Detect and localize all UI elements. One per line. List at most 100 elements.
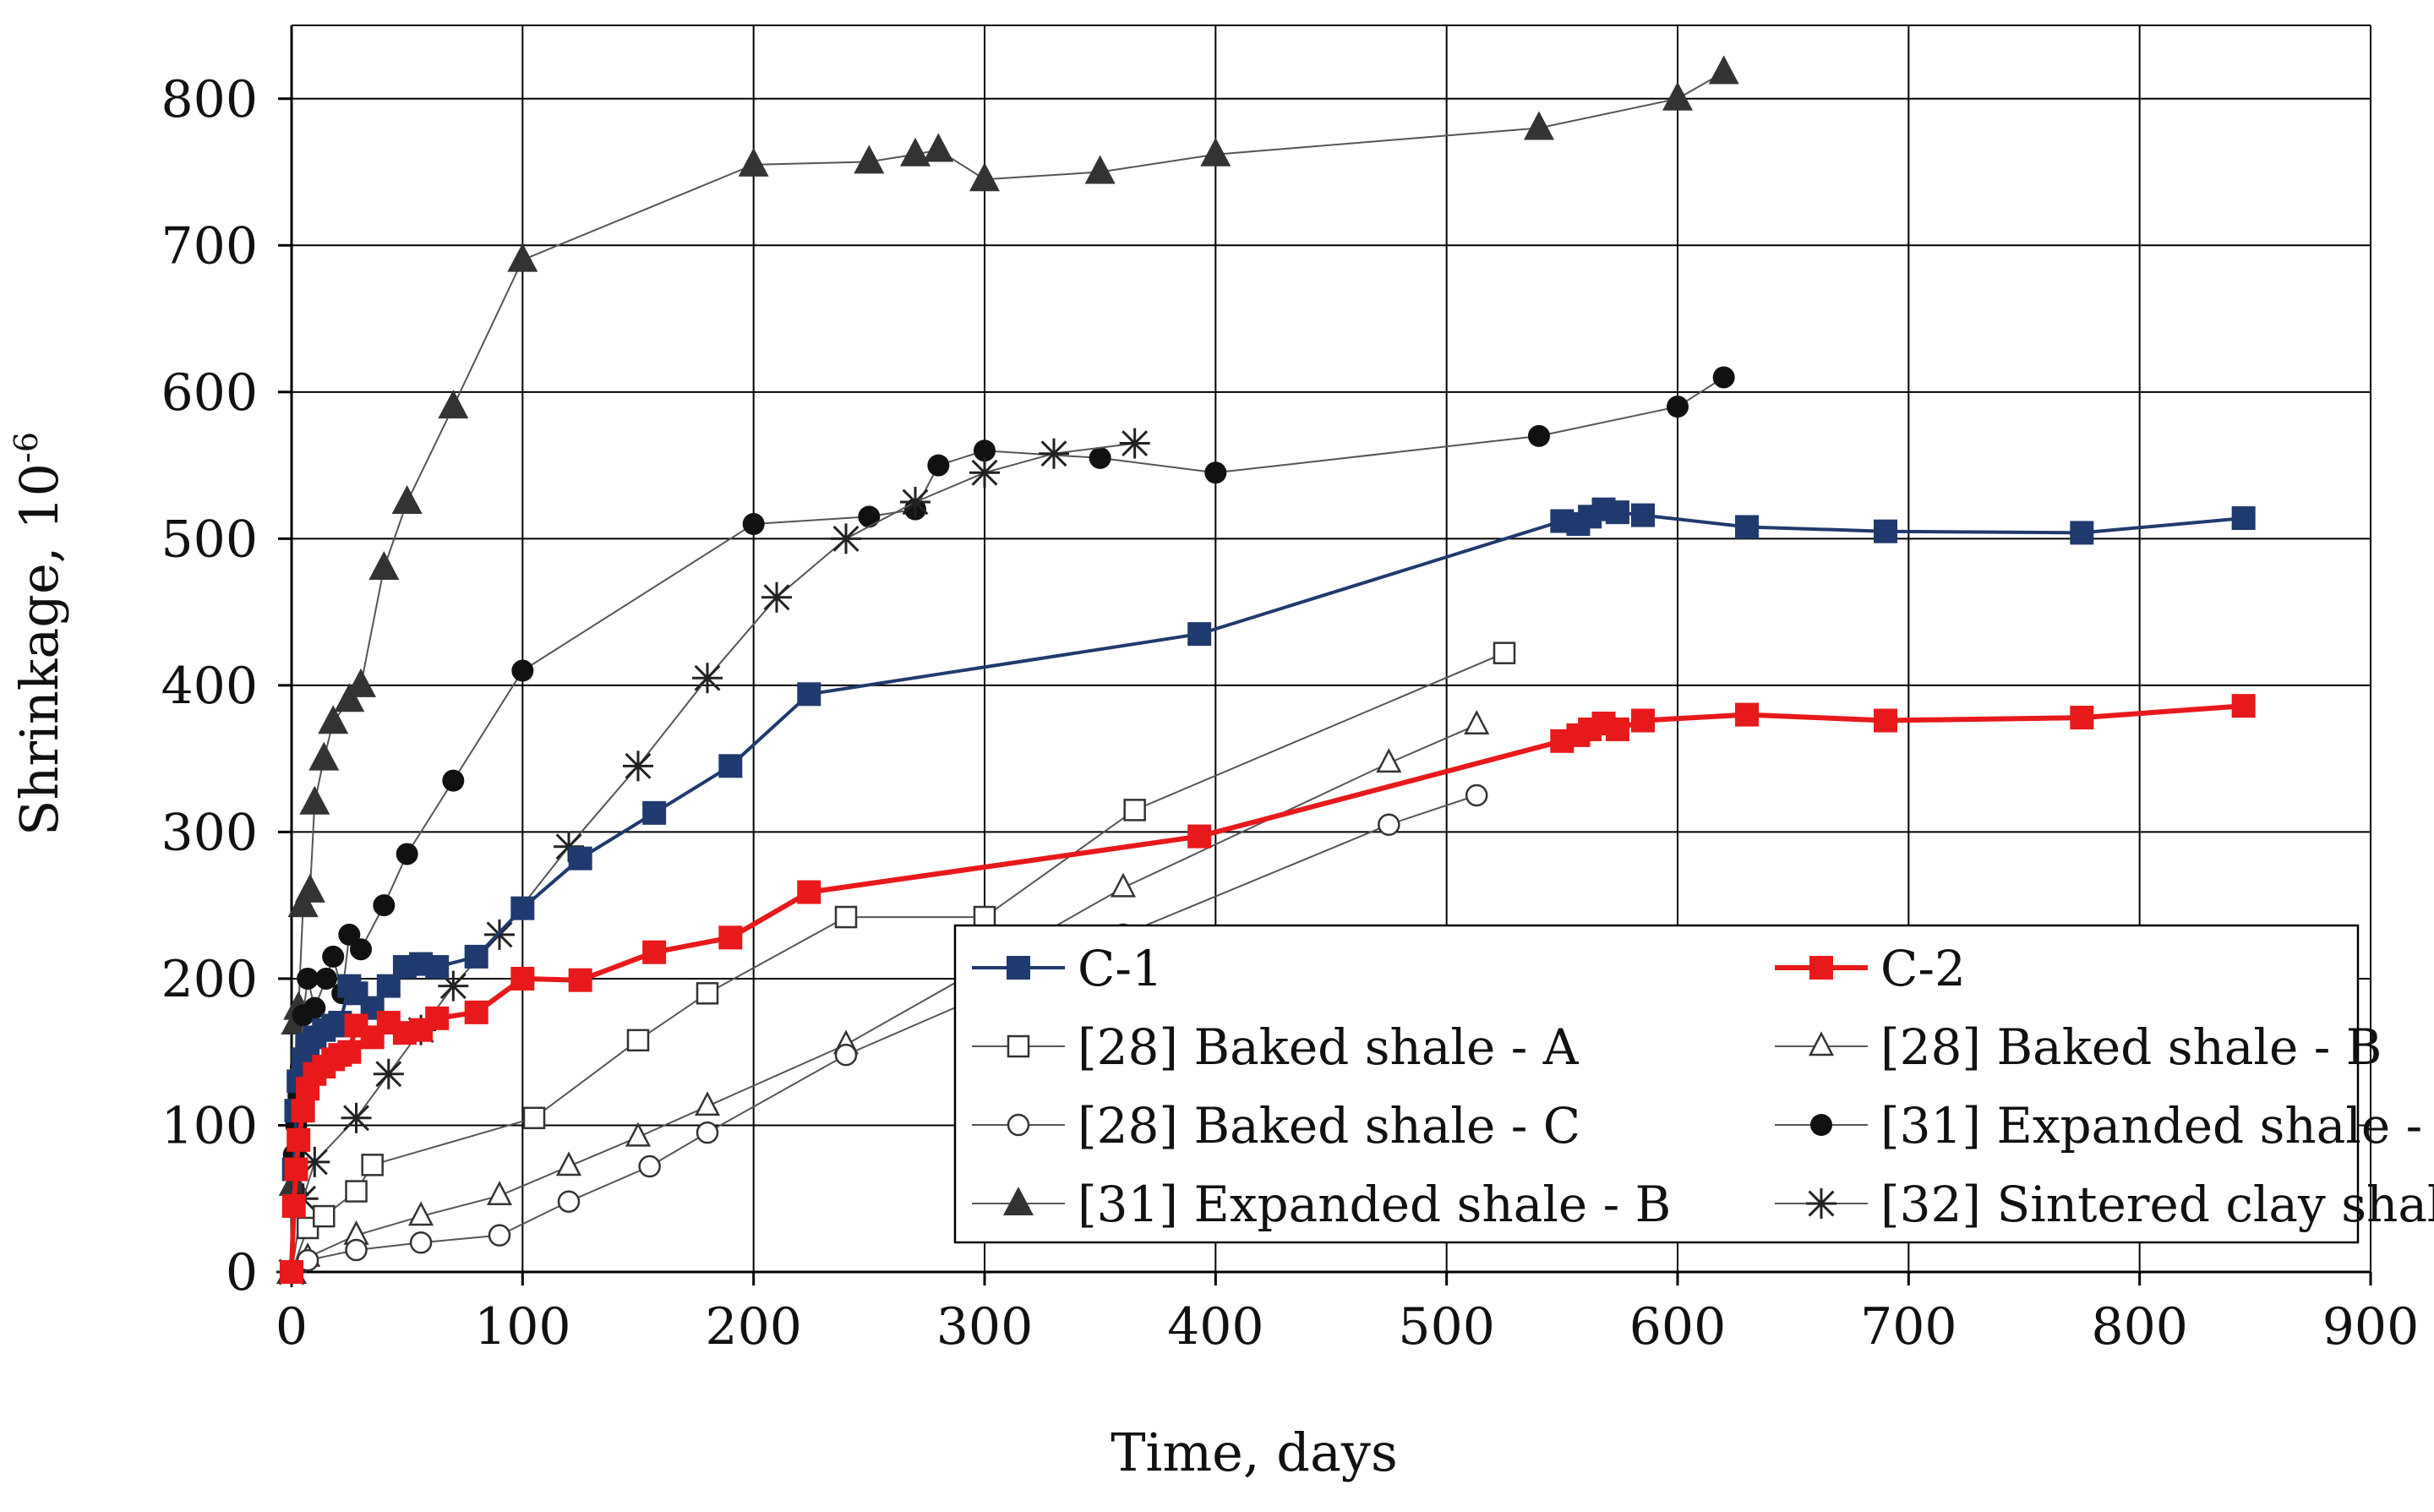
legend-item-28-baked-shale-a: [28] Baked shale - A <box>972 1018 1580 1076</box>
data-point <box>1631 708 1655 733</box>
data-point <box>350 938 372 961</box>
data-point <box>1119 428 1150 459</box>
x-tick-label: 0 <box>276 1297 308 1356</box>
data-point <box>831 523 861 554</box>
data-point <box>1605 500 1629 525</box>
star-stroke <box>1040 440 1067 467</box>
data-point <box>308 741 340 771</box>
data-point <box>1528 424 1550 447</box>
y-tick-label: 700 <box>161 216 258 276</box>
data-point <box>284 1157 308 1182</box>
legend-label: C-1 <box>1078 940 1163 997</box>
data-point <box>1187 622 1212 647</box>
data-point <box>1123 799 1146 822</box>
data-point <box>291 1099 315 1123</box>
data-point <box>858 505 881 528</box>
legend-marker <box>1007 1034 1030 1058</box>
y-tick-label: 600 <box>161 363 258 423</box>
data-point <box>797 682 821 707</box>
legend-marker <box>1810 1114 1832 1136</box>
data-point <box>2070 521 2094 545</box>
star-stroke <box>625 752 652 779</box>
data-point <box>408 1201 434 1226</box>
data-point <box>442 769 465 792</box>
data-point <box>1631 503 1655 527</box>
y-axis-label: Shrinkage, 10-6 <box>8 432 70 836</box>
data-point <box>303 996 326 1019</box>
y-tick-label: 200 <box>161 950 258 1009</box>
data-point <box>373 1058 404 1089</box>
data-point <box>346 668 376 697</box>
data-point <box>2070 706 2094 730</box>
legend-label: C-2 <box>1880 940 1966 997</box>
series-28-baked-shale-a <box>280 641 1516 1284</box>
data-point <box>294 873 325 903</box>
legend-marker <box>1808 1031 1835 1056</box>
data-point <box>280 1260 303 1284</box>
data-point <box>299 1146 330 1177</box>
data-point <box>555 1151 582 1176</box>
data-point <box>626 1029 650 1052</box>
data-point <box>1089 446 1111 469</box>
legend-label: [28] Baked shale - A <box>1078 1018 1580 1076</box>
legend-item-c-2: C-2 <box>1775 940 1966 997</box>
data-point <box>1874 519 1897 543</box>
y-tick-label: 100 <box>161 1096 258 1155</box>
data-point <box>625 1122 652 1147</box>
data-point <box>313 1204 336 1228</box>
legend-item-31-expanded-shale-a: [31] Expanded shale - A <box>1775 1097 2434 1154</box>
data-point <box>642 940 667 964</box>
legend-item-c-1: C-1 <box>972 940 1163 997</box>
data-point <box>396 843 418 865</box>
data-point <box>322 945 345 968</box>
y-tick-label: 400 <box>161 657 258 716</box>
data-point <box>297 967 319 990</box>
data-point <box>694 1091 721 1116</box>
data-point <box>1376 748 1402 773</box>
x-tick-label: 200 <box>705 1297 802 1356</box>
data-point <box>900 486 930 517</box>
data-point <box>1465 783 1488 807</box>
series-28-baked-shale-b <box>278 710 1490 1282</box>
data-point <box>1667 396 1689 418</box>
data-point <box>1712 366 1735 389</box>
x-tick-label: 800 <box>2091 1297 2188 1356</box>
legend-label: [28] Baked shale - B <box>1880 1018 2382 1076</box>
data-point <box>568 846 592 871</box>
legend-item-28-baked-shale-b: [28] Baked shale - B <box>1775 1018 2382 1076</box>
data-point <box>338 923 361 946</box>
data-point <box>1200 137 1231 166</box>
data-point <box>425 1006 450 1030</box>
y-tick-label: 0 <box>226 1243 258 1302</box>
data-point <box>973 905 996 929</box>
data-point <box>334 683 365 712</box>
legend: C-1 C-2 [28] Baked shale - A [28] Baked sha… <box>953 924 2434 1244</box>
data-point <box>345 1238 368 1262</box>
x-tick-label: 100 <box>474 1297 571 1356</box>
series-c-2 <box>280 694 2256 1284</box>
data-point <box>318 705 349 734</box>
data-point <box>718 925 743 950</box>
data-point <box>1378 813 1400 836</box>
data-point <box>486 1181 513 1206</box>
legend-label: [28] Baked shale - C <box>1078 1097 1580 1154</box>
data-point <box>692 663 723 694</box>
star-stroke <box>375 1061 402 1088</box>
data-point <box>923 133 954 162</box>
star-stroke <box>1808 1190 1835 1217</box>
legend-label: [31] Expanded shale - B <box>1078 1176 1671 1233</box>
legend-marker <box>1007 956 1030 980</box>
data-point <box>969 162 1000 192</box>
star-stroke <box>1121 430 1149 457</box>
data-point <box>1605 717 1629 741</box>
data-point <box>281 1193 306 1218</box>
data-point <box>1110 872 1137 898</box>
data-point <box>900 137 930 166</box>
series-31-expanded-shale-b <box>276 55 1739 1284</box>
y-axis-label-main: Shrinkage, 10 <box>8 463 70 836</box>
data-point <box>696 1121 719 1144</box>
data-point <box>696 982 719 1005</box>
legend-label: [32] Sintered clay shale <box>1880 1176 2434 1233</box>
x-tick-label: 900 <box>2322 1297 2420 1356</box>
